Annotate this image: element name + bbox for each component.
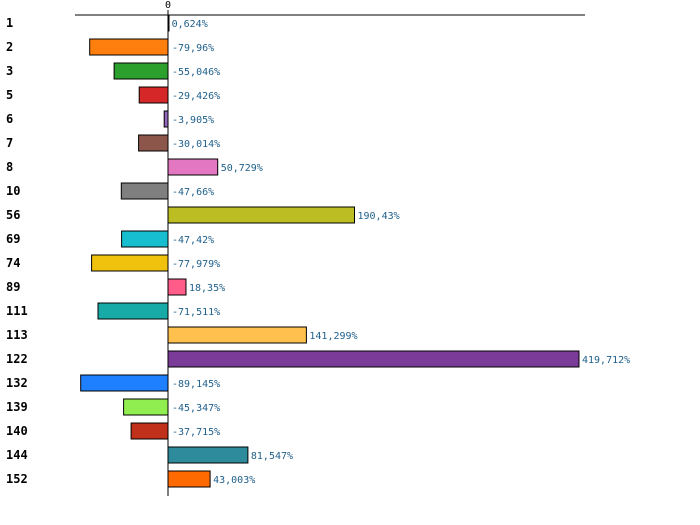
value-label: 141,299% [309, 331, 357, 342]
bar [167, 446, 249, 464]
value-label: -29,426% [172, 91, 220, 102]
value-label: -47,66% [172, 187, 214, 198]
category-label: 8 [6, 160, 13, 174]
category-label: 3 [6, 64, 13, 78]
category-label: 74 [6, 256, 20, 270]
value-label: -71,511% [172, 307, 220, 318]
category-label: 152 [6, 472, 28, 486]
bar [123, 398, 169, 416]
value-label: 43,003% [213, 475, 255, 486]
value-label: -89,145% [172, 379, 220, 390]
value-label: -77,979% [172, 259, 220, 270]
bar [167, 278, 187, 296]
value-label: -30,014% [172, 139, 220, 150]
bar [113, 62, 169, 80]
bar [167, 470, 211, 488]
category-label: 89 [6, 280, 20, 294]
bar [163, 110, 169, 128]
bar [80, 374, 169, 392]
bar [167, 350, 580, 368]
zero-tick-label: 0 [165, 0, 171, 11]
category-label: 1 [6, 16, 13, 30]
value-label: 50,729% [221, 163, 263, 174]
category-label: 111 [6, 304, 28, 318]
category-label: 56 [6, 208, 20, 222]
bar [167, 326, 307, 344]
category-label: 10 [6, 184, 20, 198]
bar [138, 86, 169, 104]
category-label: 6 [6, 112, 13, 126]
bar [89, 38, 169, 56]
value-label: -47,42% [172, 235, 214, 246]
category-label: 140 [6, 424, 28, 438]
category-label: 139 [6, 400, 28, 414]
bar [167, 206, 355, 224]
value-label: -55,046% [172, 67, 220, 78]
value-label: 0,624% [172, 19, 208, 30]
value-label: -79,96% [172, 43, 214, 54]
category-label: 132 [6, 376, 28, 390]
bar [138, 134, 169, 152]
value-label: 18,35% [189, 283, 225, 294]
bar [167, 158, 219, 176]
category-label: 122 [6, 352, 28, 366]
bars-group: 1 0,624% 2 -79,96% 3 -55,046% 5 -29,426% 6 -3,905… [6, 14, 630, 488]
category-label: 69 [6, 232, 20, 246]
category-label: 2 [6, 40, 13, 54]
value-label: 419,712% [582, 355, 630, 366]
bar [97, 302, 169, 320]
category-label: 7 [6, 136, 13, 150]
bar [91, 254, 169, 272]
value-label: 190,43% [358, 211, 400, 222]
value-label: -45,347% [172, 403, 220, 414]
bar [121, 230, 169, 248]
value-label: 81,547% [251, 451, 293, 462]
value-label: -37,715% [172, 427, 220, 438]
bar [130, 422, 169, 440]
bar [120, 182, 169, 200]
category-label: 113 [6, 328, 28, 342]
value-label: -3,905% [172, 115, 214, 126]
category-label: 144 [6, 448, 28, 462]
category-label: 5 [6, 88, 13, 102]
